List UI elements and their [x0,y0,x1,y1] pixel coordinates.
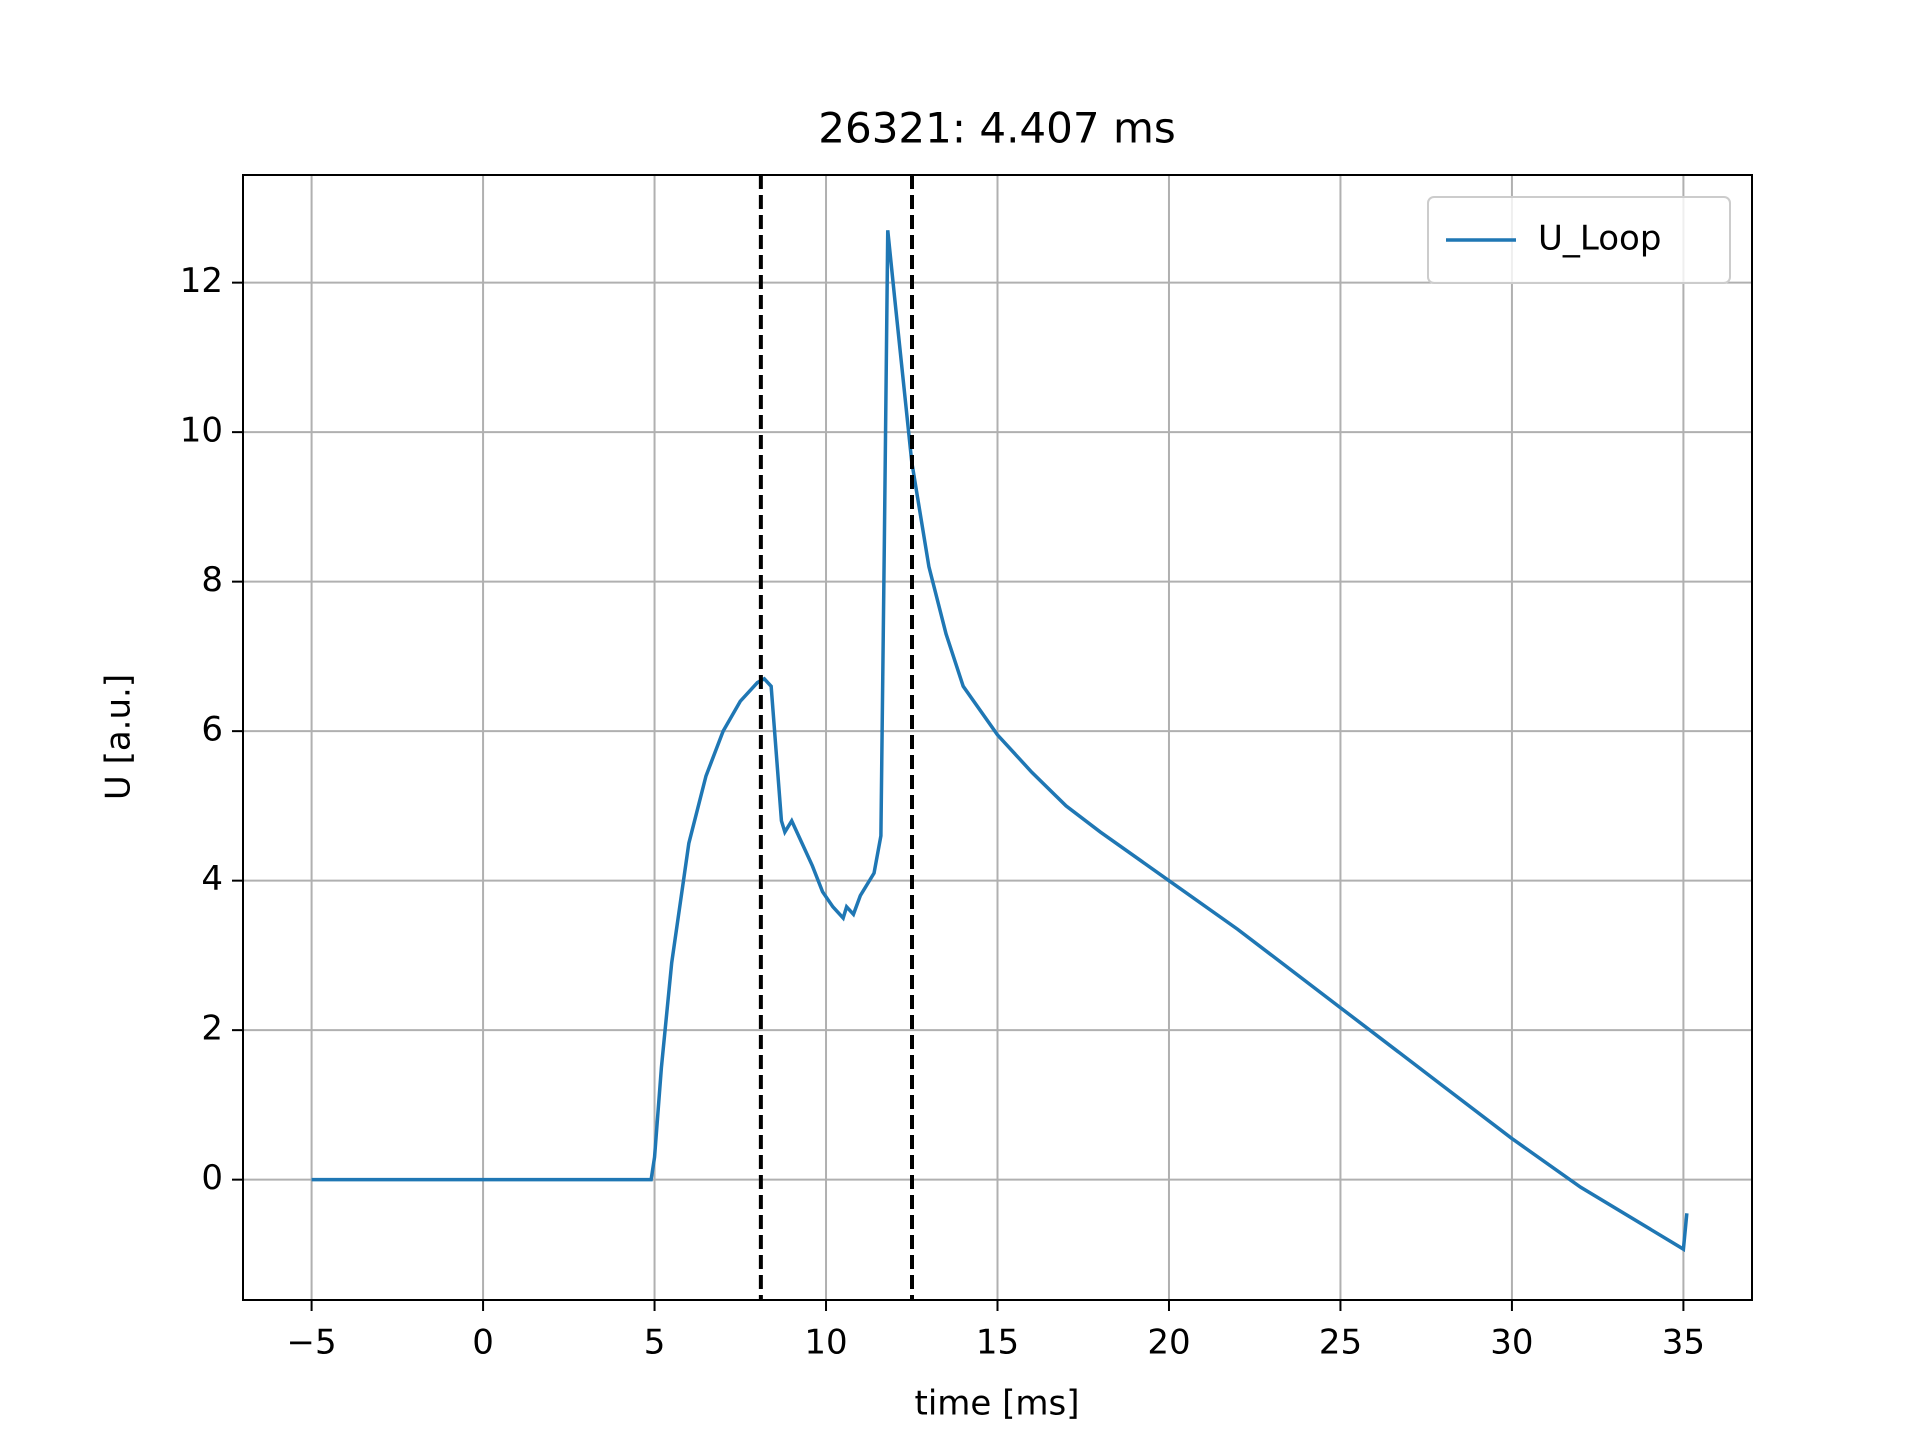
y-tick-label: 12 [180,261,223,301]
plot-frame [242,174,1753,1301]
x-tick-label: 25 [1319,1323,1362,1363]
x-tick-label: 20 [1147,1323,1190,1363]
x-tick-label: 0 [472,1323,494,1363]
y-tick-label: 6 [201,710,223,750]
y-axis-label: U [a.u.] [99,674,139,800]
x-axis-label: time [ms] [915,1384,1080,1424]
y-tick-label: 10 [180,411,223,451]
y-tick-label: 2 [201,1009,223,1049]
x-tick-label: 10 [804,1323,847,1363]
line [311,230,1689,1253]
x-tick-label: 30 [1490,1323,1533,1363]
y-tick-label: 4 [201,859,223,899]
y-tick-label: 8 [201,560,223,600]
y-tick-label: 0 [201,1158,223,1198]
x-tick-label: 5 [644,1323,666,1363]
legend-label: U_Loop [1538,219,1661,259]
x-tick-label: −5 [287,1323,337,1363]
x-tick-label: 15 [976,1323,1019,1363]
chart-title: 26321: 4.407 ms [818,104,1176,153]
x-tick-label: 35 [1662,1323,1705,1363]
legend-box [1427,196,1731,284]
